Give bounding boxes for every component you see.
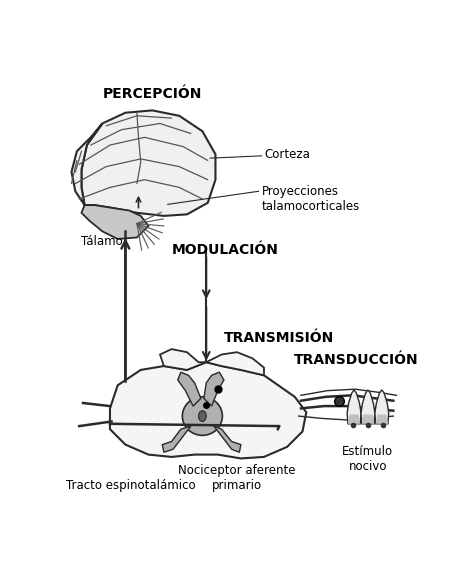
Text: Corteza: Corteza [264,148,310,161]
Polygon shape [375,390,389,424]
Polygon shape [71,124,102,205]
Text: TRANSMISIÓN: TRANSMISIÓN [224,331,335,346]
Polygon shape [362,415,374,424]
Polygon shape [110,362,306,458]
Text: Estímulo
nocivo: Estímulo nocivo [342,445,393,473]
Text: PERCEPCIÓN: PERCEPCIÓN [102,86,202,100]
Text: Nociceptor aferente
primario: Nociceptor aferente primario [178,463,296,492]
Text: Proyecciones
talamocorticales: Proyecciones talamocorticales [262,185,360,213]
Polygon shape [162,426,191,452]
Polygon shape [214,426,241,452]
Text: Tracto espinotalámico: Tracto espinotalámico [66,478,196,492]
Text: Tálamo: Tálamo [81,235,123,248]
Text: TRANSDUCCIÓN: TRANSDUCCIÓN [294,353,419,367]
Polygon shape [81,110,215,216]
Text: MODULACIÓN: MODULACIÓN [172,243,279,257]
Ellipse shape [182,397,222,436]
Polygon shape [160,349,206,370]
Polygon shape [178,372,201,406]
Polygon shape [204,372,224,406]
Polygon shape [347,390,361,424]
Ellipse shape [198,411,206,422]
Polygon shape [81,205,149,239]
Polygon shape [348,415,360,424]
Polygon shape [376,415,388,424]
Polygon shape [206,352,264,375]
Polygon shape [361,390,375,424]
